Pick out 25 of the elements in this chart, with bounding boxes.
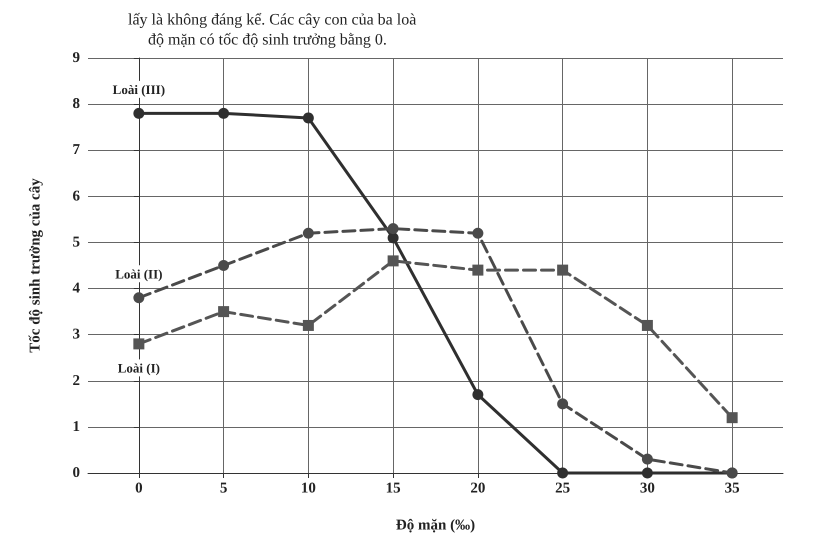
y-tick-label: 2 [72, 372, 80, 389]
x-tick-label: 30 [640, 480, 655, 496]
text: lấy là không đáng kể. Các cây con của ba loà [128, 12, 416, 28]
y-tick-label: 4 [72, 280, 80, 297]
y-tick-label: 6 [72, 188, 80, 204]
x-tick-label: 5 [220, 480, 228, 496]
y-tick-label: 0 [72, 465, 80, 481]
x-tick-label: 15 [386, 480, 401, 496]
y-tick-label: 3 [72, 326, 80, 343]
y-tick-label: 8 [72, 96, 80, 112]
x-tick-label: 20 [470, 480, 486, 496]
x-axis-title: Độ mặn (‰) [396, 518, 476, 534]
series-label: Loài (II) [115, 266, 163, 282]
x-tick-label: 0 [135, 480, 143, 496]
x-tick-label: 25 [555, 480, 570, 496]
x-tick-label: 10 [300, 480, 316, 496]
series-label: Loài (III) [112, 82, 166, 97]
y-tick-label: 5 [72, 234, 80, 250]
y-tick-label: 1 [72, 418, 80, 435]
x-tick-label: 35 [724, 480, 740, 496]
y-axis-title: Tốc độ sinh trưởng của cây [28, 178, 44, 353]
y-tick-label: 9 [72, 50, 80, 66]
y-tick-label: 7 [72, 142, 80, 158]
text: độ mặn có tốc độ sinh trưởng bằng 0. [148, 32, 387, 48]
series-label: Loài (I) [118, 360, 160, 376]
